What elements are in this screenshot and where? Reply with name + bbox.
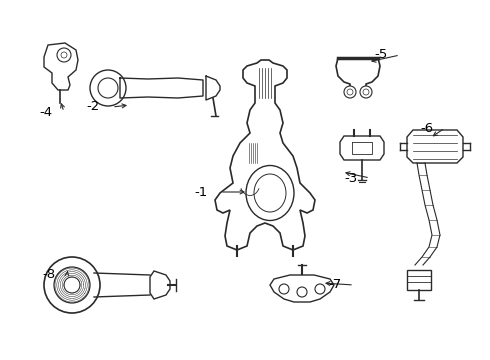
Text: -1: -1 — [195, 185, 208, 198]
Bar — [407, 270, 431, 290]
Circle shape — [360, 86, 372, 98]
Text: -6: -6 — [420, 122, 433, 135]
Text: -3: -3 — [345, 171, 358, 184]
Circle shape — [279, 284, 289, 294]
Circle shape — [54, 267, 90, 303]
Polygon shape — [340, 136, 384, 160]
Polygon shape — [407, 130, 463, 163]
Text: -2: -2 — [87, 100, 100, 113]
Text: -7: -7 — [329, 279, 342, 292]
Ellipse shape — [254, 174, 286, 212]
Text: -5: -5 — [375, 49, 388, 62]
Circle shape — [347, 89, 353, 95]
Circle shape — [90, 70, 126, 106]
Text: -4: -4 — [39, 105, 52, 118]
Circle shape — [64, 277, 80, 293]
Polygon shape — [270, 275, 334, 302]
Circle shape — [61, 52, 67, 58]
Circle shape — [98, 78, 118, 98]
Circle shape — [344, 86, 356, 98]
Text: -8: -8 — [42, 269, 55, 282]
Polygon shape — [44, 43, 78, 90]
Circle shape — [315, 284, 325, 294]
Polygon shape — [215, 60, 315, 250]
Circle shape — [44, 257, 100, 313]
Ellipse shape — [246, 166, 294, 220]
Circle shape — [363, 89, 369, 95]
Circle shape — [297, 287, 307, 297]
Circle shape — [57, 48, 71, 62]
Polygon shape — [150, 271, 170, 299]
